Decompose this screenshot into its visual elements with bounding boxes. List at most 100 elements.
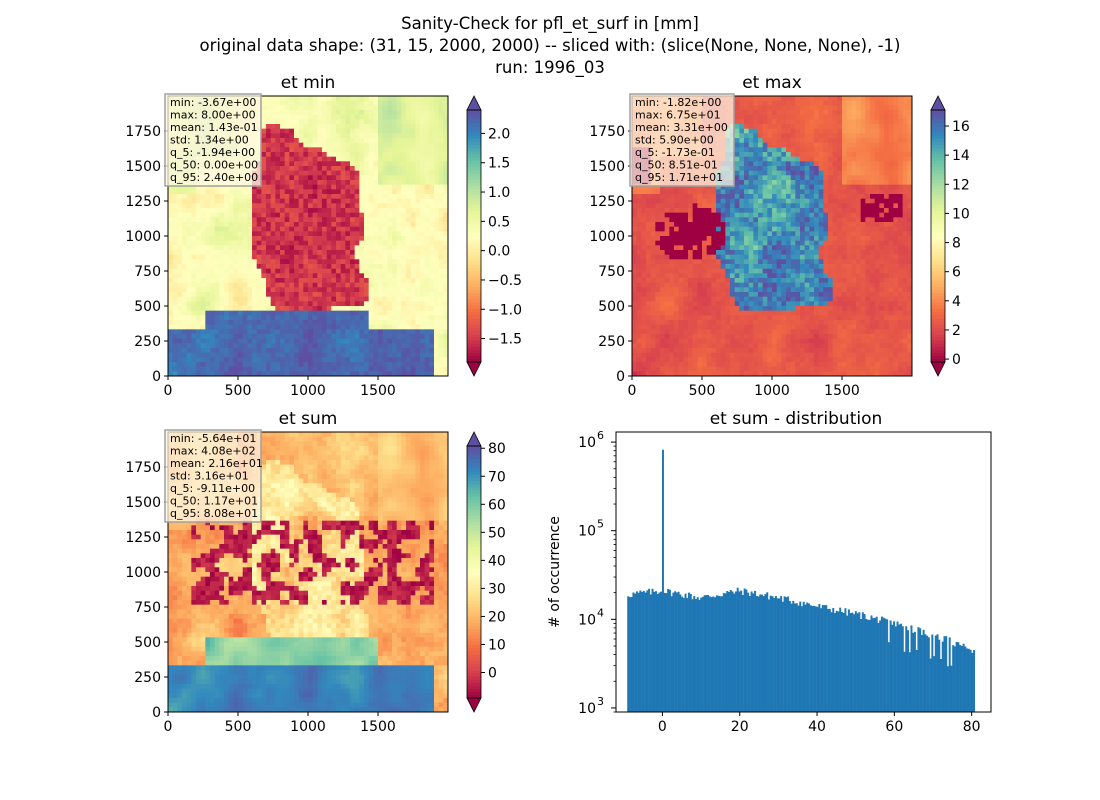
heatmap-cell — [247, 264, 253, 270]
heatmap-cell — [196, 338, 202, 344]
heatmap-cell — [326, 128, 332, 134]
heatmap-cell — [846, 105, 852, 111]
heatmap-cell — [247, 194, 253, 200]
heatmap-cell — [739, 147, 745, 153]
heatmap-cell — [429, 306, 435, 312]
heatmap-cell — [284, 203, 290, 209]
heatmap-cell — [739, 170, 745, 176]
heatmap-cell — [420, 128, 426, 134]
heatmap-cell — [205, 310, 211, 316]
heatmap-cell — [382, 324, 388, 330]
heatmap-cell — [359, 259, 365, 265]
heatmap-cell — [401, 287, 407, 293]
heatmap-cell — [289, 329, 295, 335]
heatmap-cell — [888, 184, 894, 190]
heatmap-cell — [275, 366, 281, 372]
heatmap-cell — [387, 212, 393, 218]
heatmap-cell — [438, 273, 444, 279]
heatmap-cell — [748, 166, 754, 172]
heatmap-cell — [387, 180, 393, 186]
heatmap-cell — [632, 184, 638, 190]
heatmap-cell — [252, 315, 258, 321]
heatmap-cell — [410, 236, 416, 242]
heatmap-cell — [224, 273, 230, 279]
heatmap-cell — [814, 166, 820, 172]
heatmap-cell — [443, 147, 449, 153]
heatmap-cell — [401, 161, 407, 167]
heatmap-cell — [392, 357, 398, 363]
heatmap-cell — [280, 217, 286, 223]
heatmap-cell — [776, 198, 782, 204]
heatmap-cell — [364, 357, 370, 363]
heatmap-cell — [420, 348, 426, 354]
heatmap-cell — [438, 292, 444, 298]
heatmap-cell — [284, 329, 290, 335]
heatmap-cell — [289, 315, 295, 321]
heatmap-cell — [410, 268, 416, 274]
heatmap-cell — [266, 362, 272, 368]
heatmap-cell — [795, 189, 801, 195]
heatmap-cell — [340, 371, 346, 377]
heatmap-cell — [434, 156, 440, 162]
heatmap-cell — [340, 114, 346, 120]
heatmap-cell — [303, 208, 309, 214]
heatmap-cell — [322, 142, 328, 148]
heatmap-cell — [837, 100, 843, 106]
heatmap-cell — [345, 203, 351, 209]
heatmap-cell — [247, 306, 253, 312]
heatmap-cell — [303, 338, 309, 344]
heatmap-cell — [410, 320, 416, 326]
heatmap-cell — [312, 268, 318, 274]
heatmap-cell — [289, 254, 295, 260]
heatmap-cell — [261, 147, 267, 153]
heatmap-cell — [725, 194, 731, 200]
heatmap-cell — [177, 240, 183, 246]
heatmap-cell — [818, 189, 824, 195]
heatmap-cell — [252, 231, 258, 237]
heatmap-cell — [280, 296, 286, 302]
heatmap-cell — [373, 306, 379, 312]
heatmap-cell — [406, 348, 412, 354]
heatmap-cell — [186, 329, 192, 335]
heatmap-cell — [284, 250, 290, 256]
heatmap-cell — [870, 194, 876, 200]
heatmap-cell — [336, 203, 342, 209]
heatmap-cell — [438, 343, 444, 349]
heatmap-cell — [186, 366, 192, 372]
heatmap-cell — [359, 301, 365, 307]
heatmap-cell — [832, 166, 838, 172]
heatmap-cell — [368, 105, 374, 111]
heatmap-cell — [424, 133, 430, 139]
heatmap-cell — [443, 100, 449, 106]
heatmap-cell — [210, 208, 216, 214]
heatmap-cell — [350, 217, 356, 223]
heatmap-cell — [168, 320, 174, 326]
heatmap-cell — [364, 105, 370, 111]
heatmap-cell — [205, 348, 211, 354]
heatmap-cell — [317, 371, 323, 377]
heatmap-cell — [233, 366, 239, 372]
heatmap-cell — [252, 268, 258, 274]
heatmap-cell — [378, 282, 384, 288]
heatmap-cell — [748, 184, 754, 190]
heatmap-cell — [396, 306, 402, 312]
heatmap-cell — [753, 110, 759, 116]
heatmap-cell — [275, 208, 281, 214]
heatmap-cell — [387, 208, 393, 214]
heatmap-cell — [378, 166, 384, 172]
heatmap-cell — [832, 175, 838, 181]
heatmap-cell — [392, 198, 398, 204]
heatmap-cell — [242, 264, 248, 270]
heatmap-cell — [401, 217, 407, 223]
heatmap-cell — [415, 152, 421, 158]
heatmap-cell — [233, 320, 239, 326]
heatmap-cell — [322, 366, 328, 372]
heatmap-cell — [168, 329, 174, 335]
heatmap-cell — [294, 152, 300, 158]
heatmap-cell — [261, 245, 267, 251]
heatmap-cell — [177, 245, 183, 251]
heatmap-cell — [739, 198, 745, 204]
heatmap-cell — [308, 180, 314, 186]
heatmap-cell — [378, 334, 384, 340]
heatmap-cell — [177, 226, 183, 232]
